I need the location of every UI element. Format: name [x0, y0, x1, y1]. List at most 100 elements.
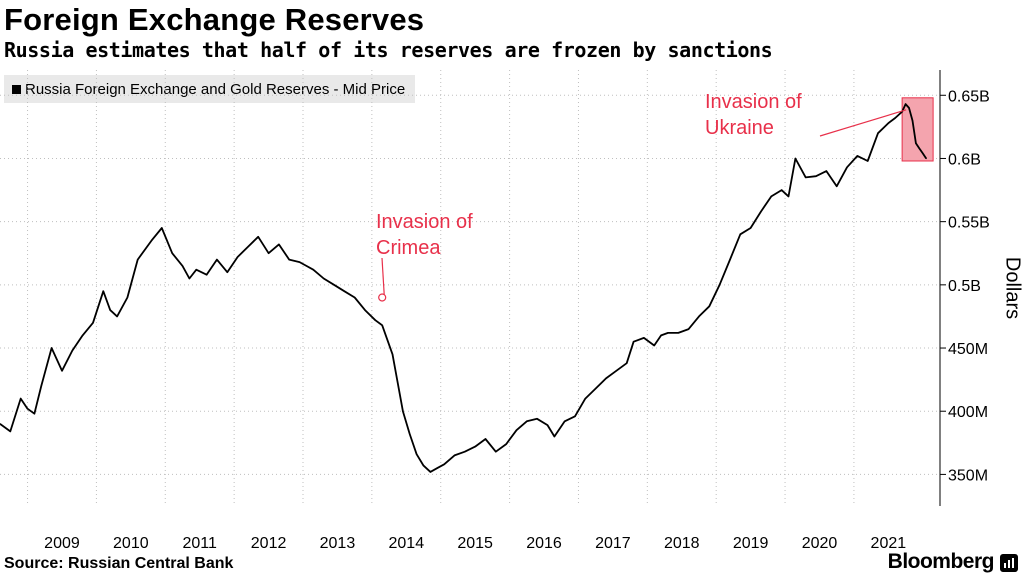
data-point	[312, 269, 314, 271]
data-point	[750, 227, 752, 229]
x-tick-label: 2013	[320, 535, 356, 552]
data-point	[698, 315, 700, 318]
data-point	[298, 261, 301, 263]
y-axis-label: Dollars	[1001, 256, 1024, 320]
data-point	[904, 103, 907, 105]
data-point	[391, 353, 394, 355]
ukraine-leader-line	[819, 109, 907, 137]
y-tick-label: 0.55B	[948, 215, 990, 232]
data-point	[553, 435, 555, 438]
data-point	[719, 284, 721, 286]
data-point	[364, 309, 366, 311]
data-point	[626, 362, 628, 364]
gridlines	[0, 70, 940, 506]
data-point	[584, 397, 586, 400]
data-point	[82, 334, 84, 336]
data-point	[908, 107, 910, 109]
x-tick-label: 2018	[664, 535, 700, 552]
data-point	[33, 413, 36, 415]
data-point	[564, 420, 566, 422]
source-note: Source: Russian Central Bank	[4, 555, 234, 572]
data-point	[171, 252, 173, 254]
data-point	[677, 332, 679, 334]
data-point	[739, 233, 741, 235]
crimea-leader-line	[381, 257, 385, 295]
data-point	[71, 349, 73, 352]
y-tick-label: 400M	[948, 404, 988, 421]
data-point	[464, 451, 466, 453]
x-tick-label: 2012	[251, 535, 287, 552]
data-point	[267, 252, 270, 254]
y-tick-label: 350M	[948, 467, 988, 484]
crimea-label: Crimea	[376, 237, 441, 259]
y-tick-label: 0.6B	[948, 151, 981, 168]
data-point	[216, 258, 218, 261]
data-point	[116, 315, 118, 318]
data-point	[150, 240, 153, 242]
y-tick-label: 450M	[948, 341, 988, 358]
data-point	[660, 334, 662, 336]
data-point	[305, 265, 308, 267]
data-point	[770, 195, 772, 197]
legend-swatch	[12, 84, 21, 94]
data-point	[188, 277, 190, 280]
x-tick-label: 2021	[871, 535, 907, 552]
data-point	[688, 328, 690, 330]
data-point	[894, 117, 896, 119]
reserves-line	[0, 103, 927, 473]
data-point	[0, 423, 1, 425]
ukraine-highlight-box	[901, 97, 934, 162]
data-point	[26, 408, 29, 410]
data-point	[632, 341, 635, 343]
data-point	[781, 189, 783, 191]
data-point	[836, 185, 838, 187]
data-point	[51, 347, 53, 349]
data-point	[257, 236, 259, 238]
data-point	[205, 274, 208, 276]
data-point	[226, 271, 228, 273]
bloomberg-terminal-icon	[1000, 554, 1018, 572]
y-tick-label: 0.5B	[948, 278, 981, 295]
data-point	[794, 157, 796, 160]
data-point	[515, 429, 518, 431]
data-point	[760, 210, 762, 213]
legend: Russia Foreign Exchange and Gold Reserve…	[4, 75, 416, 103]
data-point	[9, 430, 11, 433]
chart-subtitle: Russia estimates that half of its reserv…	[4, 38, 773, 62]
data-point	[877, 132, 879, 134]
x-tick-label: 2009	[44, 535, 80, 552]
x-tick-label: 2017	[595, 535, 631, 552]
data-point	[288, 258, 290, 261]
data-point	[915, 142, 917, 144]
x-tick-label: 2019	[733, 535, 769, 552]
data-point	[422, 464, 425, 467]
x-tick-label: 2020	[802, 535, 838, 552]
data-point	[846, 166, 848, 168]
data-point	[918, 147, 920, 149]
data-point	[867, 160, 869, 162]
data-point	[323, 277, 325, 280]
data-point	[181, 265, 184, 267]
data-point	[787, 195, 790, 197]
data-point	[805, 176, 807, 179]
data-point	[443, 463, 445, 465]
x-axis: 2009 2010 2011 2012 2013 2014 2015 2016 2017 2018…	[44, 535, 906, 552]
data-point	[536, 418, 538, 420]
data-point	[595, 387, 597, 390]
data-point	[574, 415, 576, 417]
data-point	[195, 269, 197, 271]
data-point	[236, 256, 239, 258]
data-point	[925, 157, 927, 160]
data-point	[708, 305, 710, 307]
data-point	[474, 446, 476, 448]
crimea-marker	[378, 293, 387, 302]
data-point	[247, 246, 249, 248]
data-point	[484, 438, 487, 440]
data-point	[61, 370, 63, 372]
data-point	[729, 258, 731, 261]
crimea-label: Invasion of	[376, 211, 473, 233]
data-point	[374, 319, 376, 321]
data-point	[922, 152, 924, 155]
highlight-layer	[901, 97, 934, 162]
